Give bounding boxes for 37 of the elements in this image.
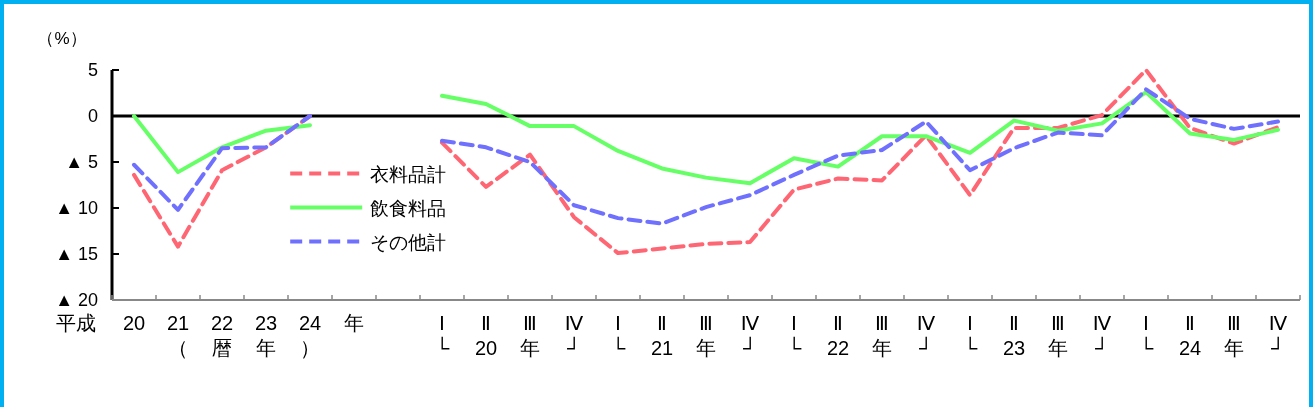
x-tick-label: Ⅲ 年 [1048, 312, 1068, 359]
x-tick-label: Ⅱ 21 [650, 312, 674, 359]
x-tick-label: Ⅰ └ [962, 312, 978, 359]
x-tick-label: Ⅳ ┘ [564, 312, 584, 359]
x-tick-label: Ⅲ 年 [520, 312, 540, 359]
x-tick-label: Ⅲ 年 [696, 312, 716, 359]
x-tick-label: Ⅳ ┘ [1092, 312, 1112, 359]
x-tick-label: Ⅰ └ [610, 312, 626, 359]
x-tick-label: 21 （ [166, 312, 190, 359]
legend-label: その他計 [370, 231, 447, 253]
x-tick-label: 22 暦 [210, 312, 234, 359]
x-tick-label: 23 年 [254, 312, 278, 359]
y-tick-label: ▲ 20 [55, 290, 98, 310]
x-tick-label: Ⅱ 24 [1178, 312, 1202, 359]
y-axis-title: （%） [37, 29, 87, 48]
x-tick-label: Ⅱ 22 [826, 312, 850, 359]
y-tick-label: 5 [87, 60, 98, 80]
y-tick-label: ▲ 10 [55, 198, 98, 218]
x-tick-label: Ⅲ 年 [1224, 312, 1244, 359]
x-tick-label: Ⅱ 23 [1002, 312, 1026, 359]
x-tick-label: 24 ） [298, 312, 322, 359]
x-tick-label: Ⅳ ┘ [916, 312, 936, 359]
legend-label: 衣料品計 [370, 163, 447, 185]
x-tick-label: Ⅰ └ [786, 312, 802, 359]
x-tick-label: 20 [122, 312, 146, 334]
x-tick-label: Ⅲ 年 [872, 312, 892, 359]
x-tick-label: Ⅳ ┘ [1268, 312, 1288, 359]
x-tick-label: 年 [344, 312, 364, 334]
legend-label: 飲食料品 [370, 197, 447, 219]
x-tick-label: Ⅱ 20 [474, 312, 498, 359]
y-tick-label: 0 [87, 106, 98, 126]
x-tick-label: Ⅳ ┘ [740, 312, 760, 359]
text: 平成 [56, 312, 96, 334]
y-tick-label: ▲ 5 [65, 152, 98, 172]
x-tick-label: Ⅰ └ [1138, 312, 1154, 359]
x-tick-label: Ⅰ └ [434, 312, 450, 359]
y-tick-label: ▲ 15 [55, 244, 98, 264]
